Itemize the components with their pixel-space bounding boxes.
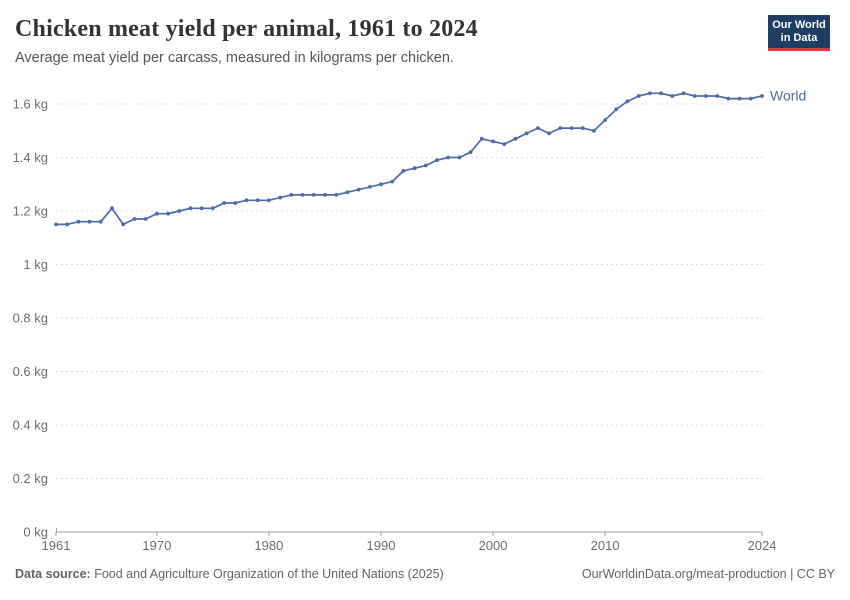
data-point-marker <box>457 155 462 160</box>
x-tick-label: 1990 <box>367 538 396 553</box>
data-point-marker <box>155 211 159 216</box>
data-point-marker <box>726 96 731 101</box>
y-tick-label: 0.6 kg <box>13 364 48 379</box>
data-point-marker <box>132 217 137 221</box>
data-point-marker <box>692 94 697 98</box>
data-point-marker <box>446 155 451 160</box>
data-point-marker <box>345 190 350 195</box>
data-point-marker <box>289 193 294 197</box>
data-point-marker <box>54 222 58 227</box>
data-point-marker <box>536 126 540 130</box>
footer-source: Data source: Food and Agriculture Organi… <box>15 567 444 581</box>
x-tick-label: 2000 <box>479 538 508 553</box>
data-point-marker <box>670 94 675 98</box>
y-tick-label: 0.4 kg <box>13 418 48 433</box>
data-point-marker <box>614 107 619 112</box>
owid-logo-line1: Our World <box>772 18 826 31</box>
data-point-marker <box>704 94 708 98</box>
y-tick-label: 1.4 kg <box>13 150 48 165</box>
data-point-marker <box>311 193 316 197</box>
data-point-marker <box>143 217 148 221</box>
data-point-marker <box>356 187 361 192</box>
data-point-marker <box>625 99 630 104</box>
y-tick-label: 1.6 kg <box>13 97 48 112</box>
data-point-marker <box>569 126 574 130</box>
chart-subtitle: Average meat yield per carcass, measured… <box>15 50 454 66</box>
data-point-marker <box>580 126 585 130</box>
data-point-marker <box>121 222 126 227</box>
data-source-label: Data source: <box>15 567 91 581</box>
data-point-marker <box>300 193 305 197</box>
data-point-marker <box>636 94 641 98</box>
y-tick-label: 0.8 kg <box>13 311 48 326</box>
data-point-marker <box>222 201 227 205</box>
data-point-marker <box>211 206 215 211</box>
data-point-marker <box>390 179 395 184</box>
data-point-marker <box>244 198 249 203</box>
y-tick-label: 1.2 kg <box>13 204 48 219</box>
data-point-marker <box>188 206 193 211</box>
data-point-marker <box>233 201 238 205</box>
data-point-marker <box>379 182 383 187</box>
data-point-marker <box>367 185 372 189</box>
data-point-marker <box>323 193 327 197</box>
data-point-marker <box>412 166 417 171</box>
data-point-marker <box>255 198 260 203</box>
data-point-marker <box>715 94 720 98</box>
data-point-marker <box>177 209 182 213</box>
data-point-marker <box>278 195 282 200</box>
data-source-text: Food and Agriculture Organization of the… <box>90 567 444 581</box>
data-point-marker <box>681 91 686 96</box>
data-point-marker <box>648 91 652 96</box>
footer-credit-link[interactable]: OurWorldinData.org/meat-production | CC … <box>581 567 835 581</box>
chart-footer: Data source: Food and Agriculture Organi… <box>15 567 835 581</box>
data-point-marker <box>267 198 271 203</box>
x-tick-label: 1961 <box>42 538 71 553</box>
data-point-marker <box>110 206 114 211</box>
data-point-marker <box>659 91 663 96</box>
series-end-label: World <box>770 87 806 103</box>
page-title: Chicken meat yield per animal, 1961 to 2… <box>15 16 478 42</box>
data-point-marker <box>334 193 339 197</box>
data-point-marker <box>468 150 473 155</box>
y-tick-label: 0.2 kg <box>13 471 48 486</box>
data-point-marker <box>199 206 204 211</box>
data-point-marker <box>737 96 742 101</box>
data-point-marker <box>592 128 596 133</box>
data-point-marker <box>401 169 406 173</box>
x-tick-label: 2010 <box>591 538 620 553</box>
data-point-marker <box>423 163 428 168</box>
data-point-marker <box>748 96 753 101</box>
data-point-marker <box>760 94 764 98</box>
y-tick-label: 0 kg <box>23 525 48 540</box>
world-series-line <box>55 92 763 226</box>
data-point-marker <box>603 118 607 122</box>
line-chart-canvas: 0 kg 0.2 kg 0.4 kg 0.6 kg 0.8 kg 1 kg 1.2 kg 1.… <box>13 87 807 553</box>
y-tick-label: 1 kg <box>23 257 48 272</box>
data-point-marker <box>502 142 507 147</box>
owid-logo-line2: in Data <box>780 31 818 44</box>
data-point-marker <box>435 158 439 163</box>
x-tick-label: 2024 <box>748 538 777 553</box>
data-point-marker <box>513 136 518 141</box>
data-point-marker <box>558 126 563 130</box>
data-point-marker <box>166 211 171 216</box>
data-point-marker <box>98 219 103 224</box>
data-point-marker <box>491 139 495 144</box>
data-point-marker <box>87 219 92 224</box>
data-point-marker <box>65 222 70 227</box>
data-point-marker <box>524 131 529 136</box>
owid-logo[interactable]: Our World in Data <box>768 15 830 51</box>
data-point-marker <box>479 136 484 141</box>
data-point-marker <box>547 131 551 136</box>
x-tick-label: 1970 <box>142 538 171 553</box>
x-tick-label: 1980 <box>254 538 283 553</box>
data-point-marker <box>76 219 81 224</box>
